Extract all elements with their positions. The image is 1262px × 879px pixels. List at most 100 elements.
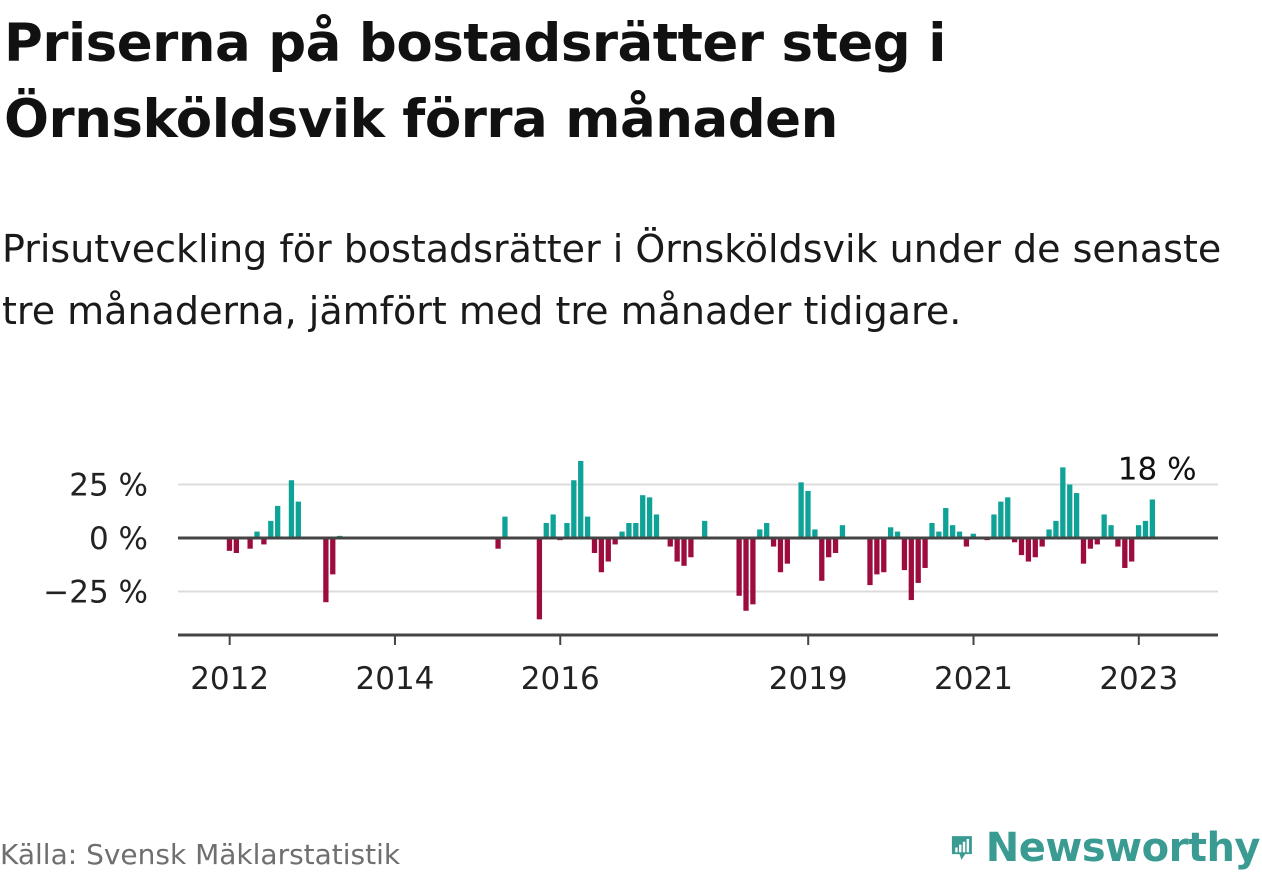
bar-2018-07 — [764, 523, 770, 538]
last-value-label: 18 % — [1118, 451, 1197, 487]
bar-2019-12 — [881, 538, 887, 573]
bar-2020-01 — [888, 527, 894, 538]
y-tick-label: 25 % — [69, 468, 148, 504]
x-tick-label: 2023 — [1099, 661, 1178, 690]
bar-2016-02 — [564, 523, 570, 538]
bar-2022-09 — [1108, 525, 1114, 538]
bar-2017-01 — [640, 495, 646, 538]
bar-2016-11 — [626, 523, 632, 538]
x-tick-label: 2016 — [521, 661, 600, 690]
bar-2016-05 — [584, 516, 591, 538]
bar-2019-02 — [812, 529, 818, 538]
grid-lines — [178, 483, 1218, 593]
bar-2015-11 — [543, 523, 549, 538]
bar-2022-11 — [1122, 538, 1128, 568]
bar-2015-10 — [536, 538, 543, 620]
bar-2020-02 — [894, 531, 901, 538]
bar-2016-08 — [605, 538, 611, 562]
bar-2016-04 — [578, 460, 584, 538]
bar-2020-11 — [956, 531, 963, 538]
bar-2019-01 — [805, 490, 811, 538]
bar-2022-02 — [1060, 467, 1066, 538]
chart-title: Priserna på bostadsrätter steg i Örnsköl… — [4, 13, 946, 150]
bar-2022-01 — [1053, 520, 1059, 538]
axes — [178, 536, 1218, 645]
bars — [226, 460, 1156, 620]
bar-2023-03 — [1149, 499, 1156, 538]
bar-2022-06 — [1087, 538, 1094, 549]
source-note: Källa: Svensk Mäklarstatistik — [0, 838, 401, 871]
bar-2016-06 — [591, 538, 598, 553]
bar-2018-06 — [757, 529, 763, 538]
bar-2020-06 — [922, 538, 928, 568]
bar-2018-12 — [798, 482, 804, 538]
bar-2018-08 — [770, 538, 777, 547]
bar-2012-10 — [288, 480, 295, 538]
bar-2021-07 — [1011, 538, 1018, 543]
bar-2012-02 — [233, 538, 239, 553]
bar-2012-04 — [247, 538, 253, 549]
bar-2016-03 — [571, 480, 577, 538]
bar-2019-11 — [874, 538, 880, 575]
bar-2018-03 — [736, 538, 742, 596]
bar-2022-04 — [1073, 493, 1080, 538]
bar-2022-12 — [1129, 538, 1135, 562]
bar-2017-02 — [646, 497, 653, 538]
bar-2012-06 — [261, 538, 267, 545]
price-change-bar-chart: 25 % 0 % −25 % 2012 2014 2016 2019 2021 2023 18 % — [43, 448, 1218, 690]
bar-2021-06 — [1005, 497, 1011, 538]
bar-2020-03 — [901, 538, 908, 571]
brand-logo: Newsworthy — [950, 818, 1261, 878]
bar-2018-09 — [777, 538, 784, 573]
bar-2016-07 — [598, 538, 605, 573]
bar-2020-07 — [929, 523, 935, 538]
bar-2016-12 — [633, 523, 639, 538]
bar-2021-01 — [970, 533, 976, 538]
x-tick-label: 2012 — [190, 661, 269, 690]
bar-2022-10 — [1115, 538, 1121, 547]
chart-subtitle: Prisutveckling för bostadsrätter i Örnsk… — [2, 227, 1222, 333]
bar-2021-09 — [1025, 538, 1032, 562]
bar-2022-05 — [1080, 538, 1087, 564]
bar-2022-03 — [1067, 484, 1073, 538]
bar-2015-05 — [502, 516, 508, 538]
bar-2012-01 — [226, 538, 233, 551]
bar-2020-12 — [963, 538, 970, 547]
bar-2013-04 — [330, 538, 336, 575]
y-tick-label: −25 % — [43, 575, 148, 611]
bar-2012-11 — [295, 501, 301, 538]
bar-2012-07 — [268, 520, 274, 538]
bar-2013-03 — [323, 538, 329, 603]
bar-2016-09 — [612, 538, 618, 545]
labels: 25 % 0 % −25 % 2012 2014 2016 2019 2021 2023 18 % — [43, 448, 1199, 690]
bar-2020-05 — [915, 538, 921, 583]
bar-2020-10 — [949, 525, 956, 538]
bar-2021-04 — [991, 514, 997, 538]
bar-2023-02 — [1142, 520, 1149, 538]
x-tick-label: 2014 — [356, 661, 435, 690]
y-tick-label: 0 % — [89, 521, 148, 557]
bar-2021-05 — [998, 501, 1004, 538]
bar-2020-04 — [908, 538, 914, 601]
bar-2017-10 — [702, 520, 708, 538]
bar-2021-10 — [1032, 538, 1038, 558]
bar-2021-12 — [1046, 529, 1052, 538]
bar-2017-03 — [653, 514, 660, 538]
newsworthy-logo-icon — [951, 836, 972, 860]
bar-2022-07 — [1094, 538, 1100, 545]
bar-2012-05 — [254, 531, 260, 538]
bar-2018-10 — [784, 538, 790, 564]
bar-2019-10 — [867, 538, 873, 586]
bar-2019-03 — [819, 538, 825, 581]
x-tick-label: 2019 — [769, 661, 848, 690]
bar-2021-08 — [1018, 538, 1025, 556]
bar-2018-05 — [750, 538, 756, 605]
bar-2019-05 — [832, 538, 839, 553]
bar-2017-07 — [681, 538, 687, 566]
bar-2017-05 — [667, 538, 673, 547]
bar-2017-08 — [688, 538, 694, 558]
bar-2022-08 — [1101, 514, 1107, 538]
x-tick-label: 2021 — [934, 661, 1013, 690]
bar-2016-10 — [619, 531, 625, 538]
bar-2021-11 — [1039, 538, 1045, 547]
